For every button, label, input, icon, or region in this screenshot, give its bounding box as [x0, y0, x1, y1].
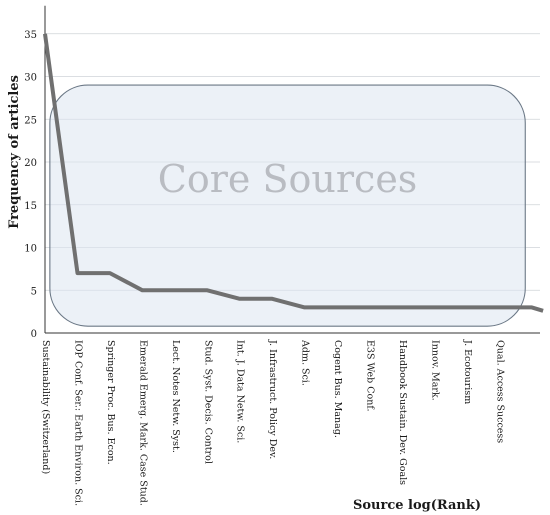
series-line	[43, 33, 544, 313]
core-sources-label: Core Sources	[158, 157, 418, 201]
y-tick-label: 20	[24, 158, 37, 169]
x-tick-label: Handbook Sustain. Dev. Goals	[397, 340, 408, 485]
x-tick-label: Int. J. Data Netw. Sci.	[235, 340, 246, 443]
x-tick-label: IOP Conf. Ser.: Earth Environ. Sci.	[72, 340, 83, 506]
x-tick-label: Innov. Mark.	[429, 340, 440, 401]
y-tick-label: 5	[31, 286, 37, 297]
x-axis-title: Source log(Rank)	[353, 498, 481, 513]
x-tick-label: Adm. Sci.	[300, 339, 311, 386]
x-tick-labels: Sustainability (Switzerland) IOP Conf. Se…	[40, 339, 505, 506]
x-tick-label: Lect. Notes Netw. Syst.	[170, 340, 181, 453]
y-tick-labels: 0 5 10 15 20 25 30 35	[24, 30, 37, 340]
y-tick-label: 10	[24, 244, 37, 255]
core-sources-box	[49, 84, 526, 327]
x-tick-label: J. Infrastruct. Policy Dev.	[267, 339, 278, 459]
x-tick-label: Qual. Access Success	[494, 340, 505, 443]
y-tick-label: 35	[24, 30, 37, 41]
x-tick-label: Springer Proc. Bus. Econ.	[105, 340, 116, 465]
y-tick-label: 15	[24, 201, 37, 212]
axes	[44, 5, 540, 334]
y-axis-title: Frequency of articles	[7, 75, 22, 229]
x-tick-label: J. Ecotourism	[462, 339, 473, 404]
core-sources-region: Core Sources	[49, 84, 526, 327]
x-tick-label: Cogent Bus. Manag.	[332, 340, 343, 438]
y-tick-label: 30	[24, 73, 37, 84]
y-tick-label: 25	[24, 115, 37, 126]
x-tick-label: Sustainability (Switzerland)	[40, 340, 51, 474]
x-tick-label: E3S Web Conf.	[365, 340, 376, 412]
x-tick-label: Stud. Syst. Decis. Control	[202, 340, 213, 464]
y-tick-label: 0	[31, 329, 37, 340]
x-tick-label: Emerald Emerg. Mark. Case Stud.	[137, 340, 148, 506]
